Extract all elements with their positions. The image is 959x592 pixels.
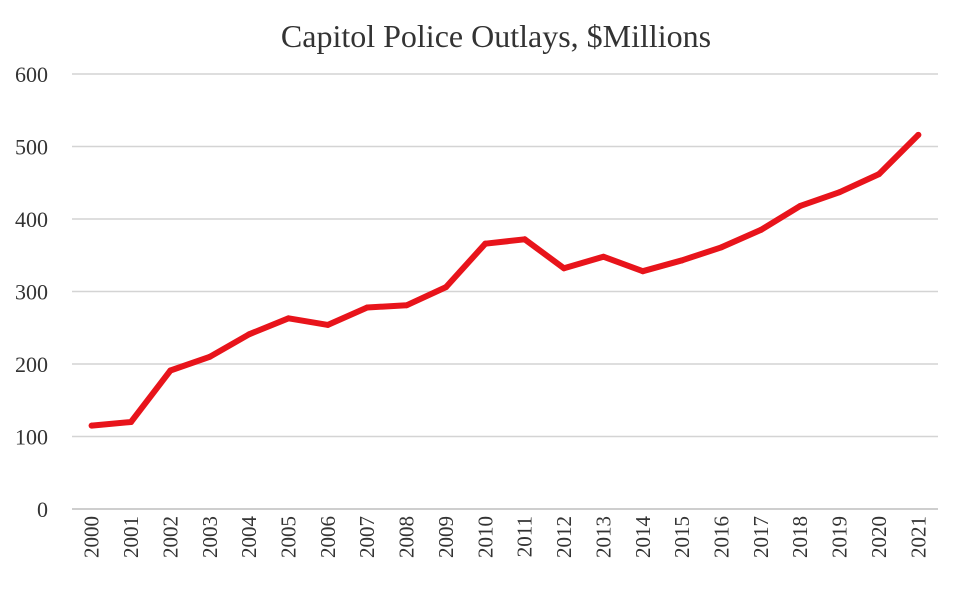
- data-point: [561, 265, 568, 272]
- x-tick-label: 2000: [80, 516, 104, 558]
- data-point: [442, 284, 449, 291]
- data-point: [718, 244, 725, 251]
- y-tick-label: 500: [15, 135, 48, 160]
- data-point: [364, 304, 371, 311]
- x-tick-label: 2018: [788, 516, 812, 558]
- data-point: [167, 367, 174, 374]
- x-tick-label: 2009: [434, 516, 458, 558]
- x-tick-label: 2013: [591, 516, 615, 558]
- x-axis-ticks: 2000 2001 2002 2003 2004 2005 2006 2007 2008 2009…: [80, 516, 931, 559]
- x-tick-label: 2016: [710, 516, 734, 558]
- y-tick-label: 100: [15, 425, 48, 450]
- data-point: [206, 353, 213, 360]
- x-tick-label: 2008: [395, 516, 419, 558]
- data-point: [285, 315, 292, 322]
- data-point: [836, 189, 843, 196]
- y-tick-label: 0: [37, 497, 48, 522]
- x-tick-label: 2006: [316, 516, 340, 558]
- data-point: [128, 419, 135, 425]
- y-axis-ticks: 0 100 200 300 400 500 600: [15, 62, 48, 522]
- data-point: [88, 422, 95, 429]
- data-point: [639, 268, 646, 275]
- series-layer: [88, 131, 922, 429]
- x-tick-label: 2010: [473, 516, 497, 558]
- data-point: [875, 171, 882, 178]
- data-point: [482, 240, 489, 247]
- x-tick-label: 2003: [198, 516, 222, 558]
- x-tick-label: 2017: [749, 516, 773, 558]
- data-point: [679, 257, 686, 264]
- y-tick-label: 400: [15, 207, 48, 232]
- x-tick-label: 2015: [670, 516, 694, 558]
- data-point: [600, 253, 607, 260]
- x-tick-label: 2005: [277, 516, 301, 558]
- data-point: [521, 236, 528, 243]
- x-tick-label: 2007: [355, 516, 379, 558]
- y-tick-label: 200: [15, 352, 48, 377]
- x-tick-label: 2004: [237, 516, 261, 559]
- x-tick-label: 2020: [867, 516, 891, 558]
- x-tick-label: 2002: [158, 516, 182, 558]
- series-line: [88, 131, 922, 429]
- data-point: [915, 131, 922, 138]
- x-tick-label: 2012: [552, 516, 576, 558]
- data-point: [757, 226, 764, 233]
- y-tick-label: 600: [15, 62, 48, 87]
- data-point: [403, 302, 410, 309]
- x-tick-label: 2014: [631, 516, 655, 559]
- y-tick-label: 300: [15, 280, 48, 305]
- data-point: [324, 321, 331, 328]
- x-tick-label: 2019: [828, 516, 852, 558]
- gridlines: [72, 73, 938, 510]
- data-point: [246, 331, 253, 338]
- x-tick-label: 2011: [513, 516, 537, 557]
- x-tick-label: 2001: [119, 516, 143, 558]
- chart-title: Capitol Police Outlays, $Millions: [281, 18, 711, 54]
- data-point: [797, 202, 804, 209]
- x-tick-label: 2021: [906, 516, 930, 558]
